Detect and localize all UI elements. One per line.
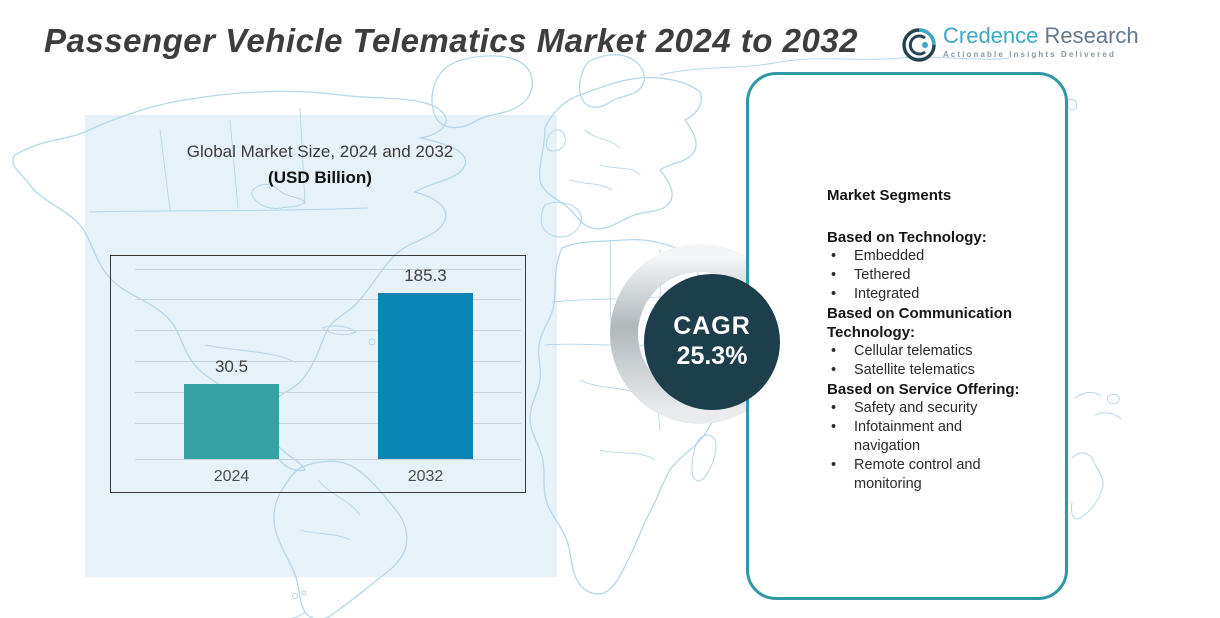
gridline (135, 330, 521, 331)
section-items: EmbeddedTetheredIntegrated (827, 247, 1025, 304)
section-title: Based on Communication Technology: (827, 305, 1013, 341)
bar-2032 (378, 293, 473, 459)
segment-item: Safety and security (827, 399, 1025, 418)
section-items: Cellular telematicsSatellite telematics (827, 342, 1025, 380)
cagr-value: 25.3% (676, 342, 748, 370)
cagr-label: CAGR (673, 312, 751, 340)
segment-item: Satellite telematics (827, 361, 1025, 380)
brand-name-secondary: Research (1038, 23, 1139, 48)
brand-tagline: Actionable Insights Delivered (943, 50, 1116, 59)
segment-item: Tethered (827, 266, 1025, 285)
segments-heading: Market Segments (827, 187, 952, 204)
chart-title: Global Market Size, 2024 and 2032 (USD B… (110, 142, 530, 188)
bar-value-label: 185.3 (404, 266, 447, 285)
bar-plot: 30.5 2024 185.3 2032 (110, 255, 526, 493)
section-title: Based on Service Offering: (827, 381, 1020, 398)
section-items: Safety and securityInfotainment and navi… (827, 399, 1025, 494)
segment-item: Cellular telematics (827, 342, 1025, 361)
bar-2024 (184, 384, 279, 459)
section-title: Based on Technology: (827, 229, 987, 246)
bar-category-label: 2024 (213, 468, 250, 485)
gridline (135, 299, 521, 300)
bar-value-label: 30.5 (214, 357, 249, 376)
bar-category-label: 2032 (407, 468, 444, 485)
segments-sections: Based on Technology:EmbeddedTetheredInte… (827, 228, 1025, 494)
cagr-badge: CAGR 25.3% (644, 274, 780, 410)
page-title: Passenger Vehicle Telematics Market 2024… (44, 22, 859, 59)
gridline (135, 269, 521, 270)
market-segments-panel: Market Segments Based on Technology:Embe… (746, 72, 1068, 600)
credence-logo-icon (902, 28, 936, 62)
gridline (135, 459, 521, 460)
gridline (135, 361, 521, 362)
segment-item: Remote control and monitoring (827, 456, 1025, 494)
brand-name: Credence Research (943, 24, 1139, 48)
segment-item: Infotainment and navigation (827, 418, 1025, 456)
segment-item: Integrated (827, 285, 1025, 304)
gridline (135, 423, 521, 424)
gridline (135, 392, 521, 393)
segment-item: Embedded (827, 247, 1025, 266)
chart-title-line1: Global Market Size, 2024 and 2032 (186, 142, 454, 161)
brand-name-primary: Credence (943, 23, 1039, 48)
chart-title-line2: (USD Billion) (268, 168, 372, 187)
brand-logo: Credence Research Actionable Insights De… (899, 24, 1139, 64)
